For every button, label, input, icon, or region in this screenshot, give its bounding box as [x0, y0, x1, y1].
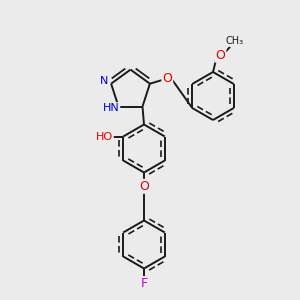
Text: O: O — [216, 49, 225, 62]
Text: HN: HN — [103, 103, 119, 113]
Text: F: F — [140, 277, 148, 290]
Text: N: N — [100, 76, 109, 86]
Text: HO: HO — [96, 131, 113, 142]
Text: O: O — [139, 180, 149, 193]
Text: CH₃: CH₃ — [226, 36, 244, 46]
Text: O: O — [162, 72, 172, 86]
